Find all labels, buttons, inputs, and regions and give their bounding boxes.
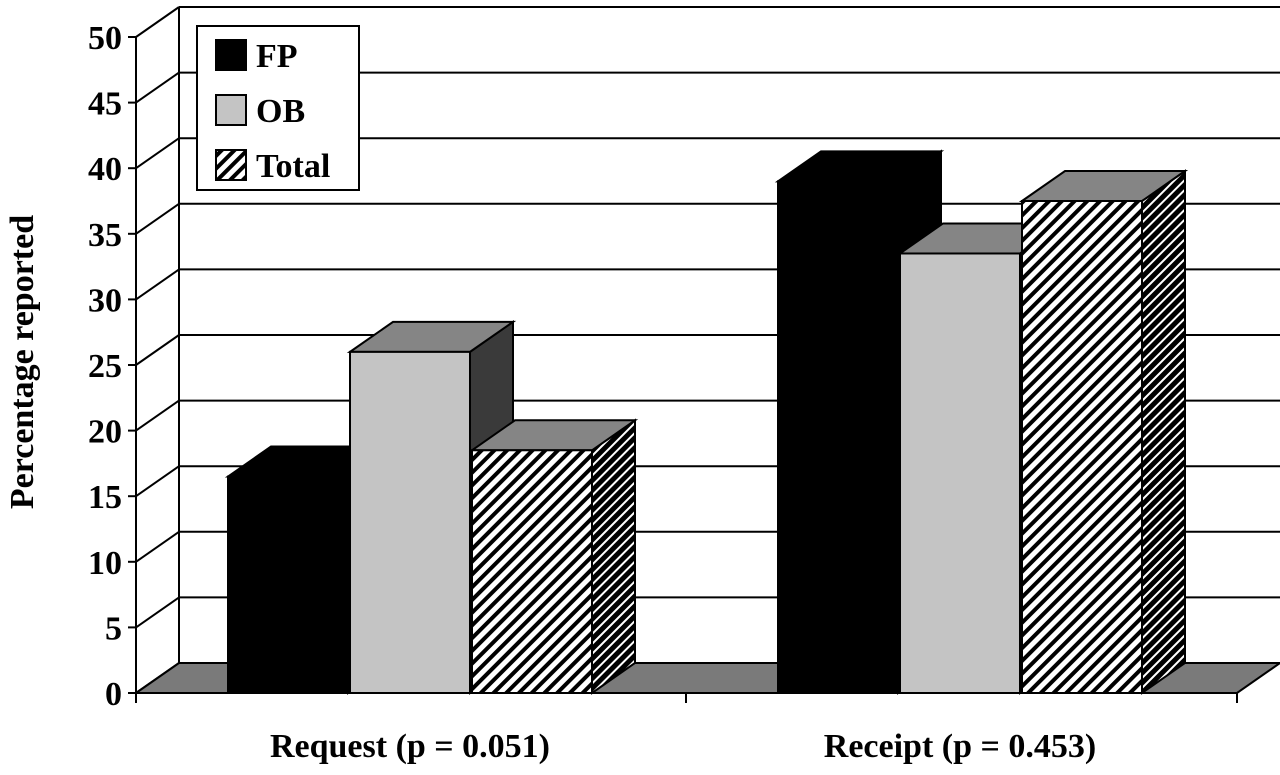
chart-bars xyxy=(224,149,1189,695)
y-tick-label: 10 xyxy=(88,545,122,582)
legend-label-fp: FP xyxy=(256,38,298,75)
y-tick-label: 30 xyxy=(88,282,122,319)
gridline-depth xyxy=(135,6,180,38)
gridline-depth xyxy=(135,268,180,301)
y-tick-label: 45 xyxy=(88,86,122,123)
gridline-depth xyxy=(135,71,180,104)
bar-total-receipt xyxy=(1018,169,1189,695)
y-tick-label: 20 xyxy=(88,414,122,451)
x-tick-label: Request (p = 0.051) xyxy=(270,728,550,765)
bar-total-request xyxy=(468,418,639,695)
y-tick-label: 0 xyxy=(105,676,122,713)
gridline-depth xyxy=(135,137,180,170)
legend-label-ob: OB xyxy=(256,93,305,130)
gridline-depth xyxy=(135,530,180,563)
y-tick-label: 15 xyxy=(88,479,122,516)
bar-front xyxy=(471,449,593,694)
y-tick-label: 50 xyxy=(88,20,122,57)
y-axis-label: Percentage reported xyxy=(4,215,41,509)
gridline-depth xyxy=(135,465,180,498)
bar-side xyxy=(1141,169,1186,695)
bar-front xyxy=(1021,200,1143,694)
y-tick-label: 25 xyxy=(88,348,122,385)
bar-side xyxy=(591,418,636,695)
legend: FP OB Total xyxy=(196,25,360,191)
legend-swatch-ob xyxy=(215,94,247,126)
legend-label-total: Total xyxy=(256,148,330,185)
gridline-depth xyxy=(135,334,180,366)
legend-swatch-total xyxy=(215,149,247,181)
chart-axes: 0 5 10 15 20 25 30 35 40 45 50 Request (p = 0.051) R… xyxy=(88,20,1238,765)
bar-front xyxy=(777,180,899,694)
legend-swatch-fp xyxy=(215,39,247,71)
x-tick-label: Receipt (p = 0.453) xyxy=(824,728,1096,765)
bar-front xyxy=(899,252,1021,694)
y-tick-label: 5 xyxy=(105,610,122,647)
gridline-depth xyxy=(135,596,180,629)
bar-front xyxy=(349,350,471,694)
gridline-depth xyxy=(135,399,180,432)
y-tick-label: 35 xyxy=(88,217,122,254)
y-tick-label: 40 xyxy=(88,151,122,188)
gridline-depth xyxy=(135,202,180,235)
bar-front xyxy=(227,475,349,694)
